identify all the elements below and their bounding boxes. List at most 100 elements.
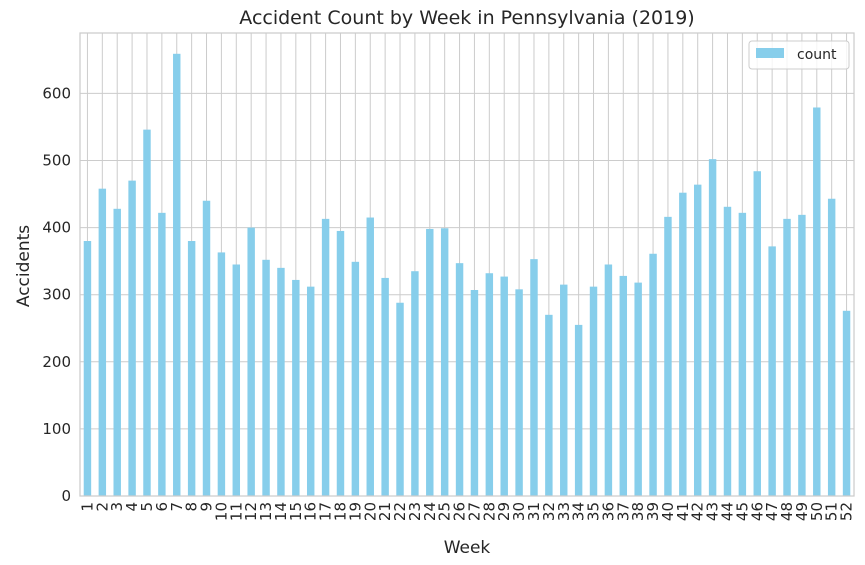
x-tick-label: 29 [495, 502, 513, 521]
x-tick-label: 9 [198, 502, 216, 512]
x-tick-label: 2 [93, 502, 111, 512]
x-tick-label: 51 [823, 502, 841, 521]
x-tick-label: 38 [629, 502, 647, 521]
x-tick-label: 36 [599, 502, 617, 521]
x-tick-labels: 1234567891011121314151617181920212223242… [78, 502, 855, 521]
bar-week-11 [232, 264, 241, 496]
y-tick-label: 0 [61, 487, 71, 505]
x-tick-label: 33 [555, 502, 573, 521]
bar-week-3 [113, 208, 121, 497]
bar-week-33 [560, 284, 568, 496]
bar-week-20 [366, 217, 374, 496]
bar-week-16 [306, 286, 315, 496]
bar-week-27 [470, 289, 479, 496]
bar-week-12 [247, 227, 255, 496]
x-tick-label: 20 [361, 502, 379, 521]
x-tick-label: 1 [78, 502, 96, 512]
y-tick-label: 600 [42, 84, 71, 102]
x-tick-label: 3 [108, 502, 126, 512]
bar-week-24 [426, 228, 434, 497]
x-tick-label: 32 [540, 502, 558, 521]
y-tick-labels: 0 100 200 300 400 500 600 [42, 84, 71, 505]
bar-week-13 [262, 259, 270, 496]
x-tick-label: 46 [748, 502, 766, 521]
bar-week-49 [798, 214, 806, 497]
bar-week-42 [693, 184, 702, 496]
y-tick-label: 500 [42, 151, 71, 169]
x-tick-label: 31 [525, 502, 543, 521]
x-tick-label: 27 [465, 502, 483, 521]
bar-week-14 [277, 267, 285, 496]
bar-week-35 [589, 286, 598, 496]
x-tick-label: 23 [406, 502, 424, 521]
bar-week-50 [813, 107, 821, 496]
bar-week-34 [574, 324, 583, 496]
x-tick-label: 48 [778, 502, 796, 521]
bar-week-47 [768, 246, 776, 496]
x-tick-label: 52 [838, 502, 856, 521]
y-tick-label: 400 [42, 219, 71, 237]
x-tick-label: 6 [153, 502, 171, 512]
bar-week-37 [619, 275, 628, 496]
bar-week-38 [634, 282, 642, 496]
bar-week-7 [173, 53, 181, 496]
bar-week-9 [202, 200, 211, 497]
x-tick-label: 35 [585, 502, 603, 521]
x-tick-label: 37 [614, 502, 632, 521]
bar-week-36 [604, 264, 613, 496]
bar-week-41 [679, 192, 687, 496]
x-tick-label: 19 [346, 502, 364, 521]
bar-week-31 [530, 259, 538, 496]
bar-week-17 [321, 218, 330, 496]
x-tick-label: 42 [689, 502, 707, 521]
bar-week-23 [411, 271, 419, 496]
x-tick-label: 15 [287, 502, 305, 521]
bar-week-30 [515, 289, 523, 496]
bar-week-22 [396, 302, 404, 496]
x-tick-label: 34 [570, 502, 588, 521]
x-tick-label: 16 [302, 502, 320, 521]
x-tick-label: 50 [808, 502, 826, 521]
x-tick-label: 44 [718, 502, 736, 521]
legend-label: count [797, 47, 837, 63]
y-tick-label: 300 [42, 286, 71, 304]
x-tick-label: 43 [704, 502, 722, 521]
bar-week-26 [455, 263, 464, 496]
bar-week-39 [649, 253, 657, 496]
chart-title: Accident Count by Week in Pennsylvania (… [239, 7, 694, 29]
bar-week-6 [158, 212, 166, 496]
x-tick-label: 49 [793, 502, 811, 521]
x-tick-label: 41 [674, 502, 692, 521]
x-tick-label: 13 [257, 502, 275, 521]
bar-week-28 [485, 273, 494, 496]
x-tick-label: 39 [644, 502, 662, 521]
bar-week-43 [708, 159, 717, 496]
plot-frame [79, 32, 855, 497]
bar-week-48 [783, 218, 791, 496]
x-tick-label: 8 [183, 502, 201, 512]
x-tick-label: 10 [212, 502, 230, 521]
x-axis-label: Week [444, 538, 491, 558]
legend-swatch [756, 48, 784, 58]
x-tick-label: 22 [391, 502, 409, 521]
x-tick-label: 12 [242, 502, 260, 521]
x-tick-label: 21 [376, 502, 394, 521]
bar-week-44 [723, 206, 732, 496]
x-tick-label: 17 [317, 502, 335, 521]
x-tick-label: 11 [227, 502, 245, 521]
bar-week-21 [381, 277, 389, 496]
bar-week-4 [128, 180, 136, 497]
bars [83, 53, 851, 497]
x-tick-label: 4 [123, 502, 141, 512]
bar-week-40 [664, 216, 672, 496]
x-tick-label: 18 [331, 502, 349, 521]
x-tick-label: 5 [138, 502, 156, 512]
x-tick-label: 25 [436, 502, 454, 521]
x-tick-label: 28 [480, 502, 498, 521]
x-tick-label: 7 [168, 502, 186, 512]
legend: count [748, 40, 850, 70]
bar-week-5 [143, 129, 151, 496]
bar-week-2 [98, 188, 107, 497]
bar-week-25 [440, 228, 449, 497]
